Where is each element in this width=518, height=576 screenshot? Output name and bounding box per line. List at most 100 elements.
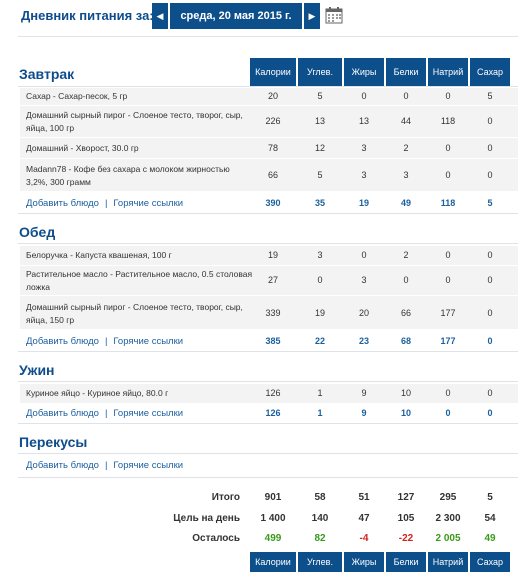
sodium-cell: 177 <box>440 308 456 318</box>
food-row[interactable]: Madann78 - Кофе без сахара с молоком жир… <box>20 159 518 192</box>
food-row[interactable]: Белоручка - Капуста квашеная, 100 г 19 3… <box>20 246 518 266</box>
summary-total-carbs: 58 <box>314 492 326 503</box>
food-name[interactable]: Домашний - Хворост, 30.0 гр <box>26 143 139 153</box>
total-calories: 126 <box>265 408 281 418</box>
footer-col-sodium: Натрий <box>428 552 468 572</box>
total-calories: 390 <box>265 198 281 208</box>
sugar-cell: 0 <box>487 250 493 260</box>
meal-title-snacks: Перекусы <box>19 434 88 450</box>
food-row[interactable]: Домашний сырный пирог - Слоеное тесто, т… <box>20 106 518 138</box>
food-row[interactable]: Домашний - Хворост, 30.0 гр 78 12 3 2 0 … <box>20 138 518 159</box>
protein-cell: 66 <box>400 308 411 318</box>
total-protein: 49 <box>400 198 411 208</box>
sodium-cell: 0 <box>445 143 451 153</box>
summary-total-fat: 51 <box>358 492 370 503</box>
divider <box>18 213 518 214</box>
calendar-icon[interactable] <box>325 6 343 24</box>
carbs-cell: 19 <box>314 308 325 318</box>
total-protein: 10 <box>400 408 411 418</box>
meal-title-lunch: Обед <box>19 224 56 240</box>
sugar-cell: 0 <box>487 388 493 398</box>
sodium-cell: 0 <box>445 250 451 260</box>
link-separator: | <box>104 198 108 209</box>
dinner-actions: Добавить блюдо | Горячие ссылки <box>26 408 183 419</box>
sugar-cell: 0 <box>487 170 493 180</box>
food-name[interactable]: Домашний сырный пирог - Слоеное тесто, т… <box>26 302 243 325</box>
food-name[interactable]: Белоручка - Капуста квашеная, 100 г <box>26 250 172 260</box>
col-sugar: Сахар <box>470 58 510 86</box>
calories-cell: 20 <box>267 91 278 101</box>
quick-links-button[interactable]: Горячие ссылки <box>113 336 184 347</box>
food-row[interactable]: Растительное масло - Растительное масло,… <box>20 266 518 296</box>
divider <box>18 351 518 352</box>
divider <box>18 423 518 424</box>
carbs-cell: 5 <box>317 91 323 101</box>
food-name[interactable]: Куриное яйцо - Куриное яйцо, 80.0 г <box>26 388 169 398</box>
total-sodium: 118 <box>440 198 456 208</box>
total-fat: 23 <box>358 336 369 346</box>
meal-title-breakfast: Завтрак <box>19 66 75 82</box>
protein-cell: 3 <box>403 170 409 180</box>
goal-label: Цель на день <box>173 513 240 524</box>
calories-cell: 27 <box>267 275 278 285</box>
sugar-cell: 5 <box>487 91 493 101</box>
divider <box>18 86 518 87</box>
protein-cell: 2 <box>403 250 409 260</box>
diary-label: Дневник питания за: <box>21 8 154 23</box>
current-date[interactable]: среда, 20 мая 2015 г. <box>170 3 302 29</box>
calories-cell: 339 <box>265 308 281 318</box>
carbs-cell: 12 <box>314 143 325 153</box>
carbs-cell: 13 <box>314 116 325 126</box>
col-sodium: Натрий <box>428 58 468 86</box>
sugar-cell: 0 <box>487 275 493 285</box>
fat-cell: 3 <box>361 170 367 180</box>
calories-cell: 126 <box>265 388 281 398</box>
quick-links-button[interactable]: Горячие ссылки <box>113 408 184 419</box>
header-divider <box>18 36 518 37</box>
quick-links-button[interactable]: Горячие ссылки <box>113 198 184 209</box>
remaining-carbs: 82 <box>314 533 326 544</box>
goal-sugar: 54 <box>484 513 496 524</box>
carbs-cell: 3 <box>317 250 323 260</box>
fat-cell: 3 <box>361 275 367 285</box>
add-food-button[interactable]: Добавить блюдо <box>26 408 99 419</box>
sodium-cell: 118 <box>440 116 456 126</box>
food-name[interactable]: Домашний сырный пирог - Слоеное тесто, т… <box>26 110 243 133</box>
goal-carbs: 140 <box>311 513 329 524</box>
total-sodium: 177 <box>440 336 456 346</box>
remaining-sodium: 2 005 <box>435 533 461 544</box>
goal-fat: 47 <box>358 513 370 524</box>
total-carbs: 22 <box>314 336 325 346</box>
remaining-calories: 499 <box>264 533 282 544</box>
food-name[interactable]: Сахар - Сахар-песок, 5 гр <box>26 91 128 101</box>
footer-col-sugar: Сахар <box>470 552 510 572</box>
add-food-button[interactable]: Добавить блюдо <box>26 336 99 347</box>
lunch-actions: Добавить блюдо | Горячие ссылки <box>26 336 183 347</box>
food-row[interactable]: Куриное яйцо - Куриное яйцо, 80.0 г 126 … <box>20 384 518 404</box>
carbs-cell: 0 <box>317 275 323 285</box>
protein-cell: 44 <box>400 116 411 126</box>
summary-total-protein: 127 <box>397 492 415 503</box>
sugar-cell: 0 <box>487 143 493 153</box>
next-day-button[interactable]: ▶ <box>304 3 320 29</box>
remaining-label: Осталось <box>192 533 240 544</box>
add-food-button[interactable]: Добавить блюдо <box>26 198 99 209</box>
prev-day-button[interactable]: ◀ <box>152 3 168 29</box>
remaining-sugar: 49 <box>484 533 496 544</box>
food-row[interactable]: Сахар - Сахар-песок, 5 гр 20 5 0 0 0 5 <box>20 88 518 106</box>
food-name[interactable]: Madann78 - Кофе без сахара с молоком жир… <box>26 164 230 187</box>
add-food-button[interactable]: Добавить блюдо <box>26 460 99 471</box>
total-protein: 68 <box>400 336 411 346</box>
quick-links-button[interactable]: Горячие ссылки <box>113 460 184 471</box>
protein-cell: 0 <box>403 275 409 285</box>
protein-cell: 0 <box>403 91 409 101</box>
food-name[interactable]: Растительное масло - Растительное масло,… <box>26 269 253 292</box>
fat-cell: 0 <box>361 91 367 101</box>
col-calories: Калории <box>250 58 296 86</box>
remaining-protein: -22 <box>398 533 414 544</box>
footer-col-protein: Белки <box>386 552 426 572</box>
calories-cell: 66 <box>267 170 278 180</box>
breakfast-actions: Добавить блюдо | Горячие ссылки <box>26 198 183 209</box>
food-row[interactable]: Домашний сырный пирог - Слоеное тесто, т… <box>20 296 518 330</box>
divider <box>18 453 518 454</box>
